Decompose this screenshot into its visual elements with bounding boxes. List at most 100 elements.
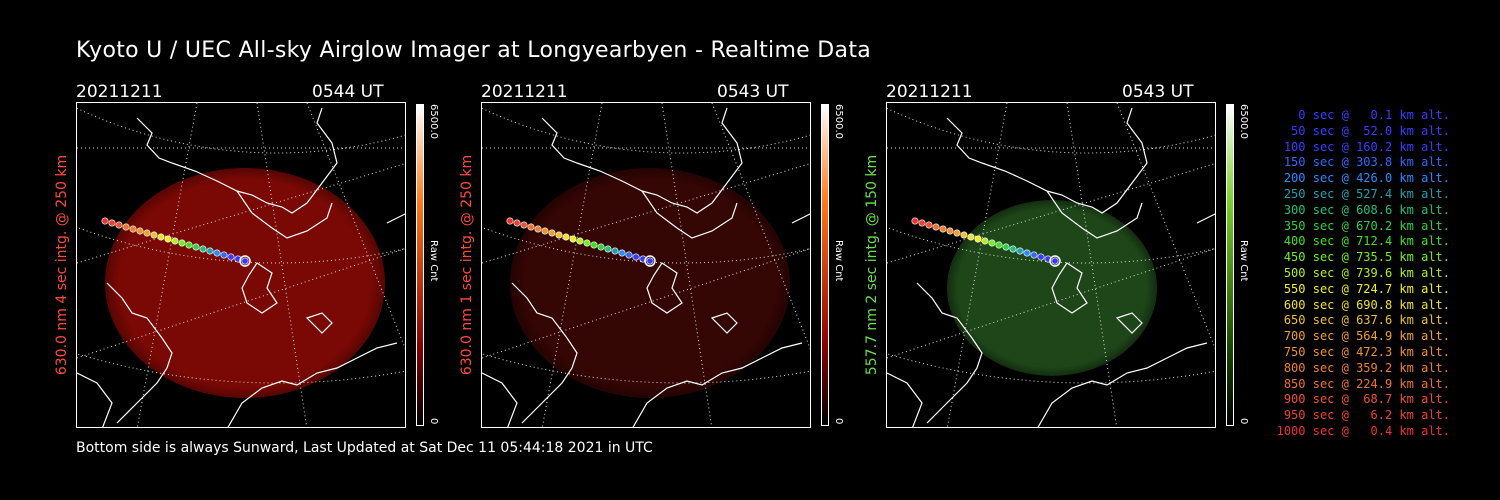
track-point bbox=[513, 219, 521, 227]
legend-entry: 250 sec @ 527.4 km alt. bbox=[1283, 186, 1450, 201]
observatory-marker bbox=[644, 255, 656, 267]
track-point bbox=[220, 251, 228, 259]
track-point bbox=[618, 249, 626, 257]
track-point bbox=[946, 227, 954, 235]
footer-note: Bottom side is always Sunward, Last Upda… bbox=[76, 440, 653, 456]
track-point bbox=[185, 241, 193, 249]
track-point bbox=[171, 237, 179, 245]
track-point bbox=[925, 221, 933, 229]
lat-lon-grid bbox=[887, 103, 1215, 427]
coastline bbox=[887, 107, 1215, 427]
panel-date: 20211211 bbox=[76, 82, 163, 102]
track-point bbox=[150, 231, 158, 239]
airglow-panel-2: 20211211 0543 UT 630.0 nm 1 sec intg. @ … bbox=[459, 80, 844, 440]
track-point bbox=[562, 233, 570, 241]
legend-entry: 900 sec @ 68.7 km alt. bbox=[1283, 392, 1450, 407]
airglow-panel-3: 20211211 0543 UT 557.7 nm 2 sec intg. @ … bbox=[864, 80, 1249, 440]
colorbar bbox=[821, 104, 829, 426]
track-point bbox=[583, 239, 591, 247]
legend-entry: 150 sec @ 303.8 km alt. bbox=[1283, 155, 1450, 170]
trajectory-legend: 0 sec @ 0.1 km alt. 50 sec @ 52.0 km alt.… bbox=[1250, 108, 1450, 440]
lat-lon-grid bbox=[482, 103, 810, 427]
track-point bbox=[604, 245, 612, 253]
legend-entry: 700 sec @ 564.9 km alt. bbox=[1283, 329, 1450, 344]
track-point bbox=[597, 243, 605, 251]
track-point bbox=[178, 239, 186, 247]
track-point bbox=[129, 225, 137, 233]
track-point bbox=[1016, 247, 1024, 255]
track-point bbox=[192, 243, 200, 251]
wavelength-label: 557.7 nm 2 sec intg. @ 150 km bbox=[864, 154, 880, 376]
track-point bbox=[918, 219, 926, 227]
observatory-marker bbox=[1049, 255, 1061, 267]
track-point bbox=[988, 239, 996, 247]
page-title: Kyoto U / UEC All-sky Airglow Imager at … bbox=[76, 38, 872, 63]
track-point bbox=[911, 217, 919, 225]
track-point bbox=[241, 257, 249, 265]
allsky-map bbox=[886, 102, 1216, 428]
track-point bbox=[590, 241, 598, 249]
track-point bbox=[960, 231, 968, 239]
panel-date: 20211211 bbox=[481, 82, 568, 102]
track-point bbox=[939, 225, 947, 233]
track-point bbox=[1037, 253, 1045, 261]
track-point bbox=[164, 235, 172, 243]
track-point bbox=[143, 229, 151, 237]
track-point bbox=[1030, 251, 1038, 259]
track-point bbox=[953, 229, 961, 237]
panel-time: 0543 UT bbox=[717, 82, 789, 102]
track-point bbox=[995, 241, 1003, 249]
legend-entry: 550 sec @ 724.7 km alt. bbox=[1283, 281, 1450, 296]
legend-entry: 650 sec @ 637.6 km alt. bbox=[1283, 313, 1450, 328]
track-point bbox=[932, 223, 940, 231]
track-point bbox=[534, 225, 542, 233]
lat-lon-grid bbox=[77, 103, 405, 427]
track-point bbox=[548, 229, 556, 237]
wavelength-label: 630.0 nm 1 sec intg. @ 250 km bbox=[459, 154, 475, 376]
track-point bbox=[1009, 245, 1017, 253]
track-point bbox=[199, 245, 207, 253]
track-point bbox=[981, 237, 989, 245]
legend-entry: 500 sec @ 739.6 km alt. bbox=[1283, 265, 1450, 280]
colorbar-max: 6500.0 bbox=[428, 104, 439, 139]
track-point bbox=[157, 233, 165, 241]
track-point bbox=[646, 257, 654, 265]
colorbar-unit: Raw Cnt bbox=[428, 240, 439, 282]
track-point bbox=[213, 249, 221, 257]
track-point bbox=[506, 217, 514, 225]
legend-entry: 750 sec @ 472.3 km alt. bbox=[1283, 344, 1450, 359]
colorbar bbox=[416, 104, 424, 426]
legend-entry: 300 sec @ 608.6 km alt. bbox=[1283, 202, 1450, 217]
colorbar-unit: Raw Cnt bbox=[1238, 240, 1249, 282]
track-point bbox=[1051, 257, 1059, 265]
allsky-map bbox=[481, 102, 811, 428]
track-point bbox=[115, 221, 123, 229]
airglow-panel-1: 20211211 0544 UT 630.0 nm 4 sec intg. @ … bbox=[54, 80, 439, 440]
panel-date: 20211211 bbox=[886, 82, 973, 102]
track-point bbox=[967, 233, 975, 241]
colorbar-max: 6500.0 bbox=[833, 104, 844, 139]
colorbar bbox=[1226, 104, 1234, 426]
panel-time: 0543 UT bbox=[1122, 82, 1194, 102]
wavelength-label: 630.0 nm 4 sec intg. @ 250 km bbox=[54, 154, 70, 376]
track-point bbox=[632, 253, 640, 261]
track-point bbox=[625, 251, 633, 259]
track-point bbox=[520, 221, 528, 229]
track-point bbox=[555, 231, 563, 239]
track-point bbox=[974, 235, 982, 243]
legend-entry: 1000 sec @ 0.4 km alt. bbox=[1276, 423, 1450, 438]
legend-entry: 400 sec @ 712.4 km alt. bbox=[1283, 234, 1450, 249]
track-point bbox=[527, 223, 535, 231]
colorbar-unit: Raw Cnt bbox=[833, 240, 844, 282]
track-point bbox=[576, 237, 584, 245]
legend-entry: 100 sec @ 160.2 km alt. bbox=[1283, 139, 1450, 154]
legend-entry: 800 sec @ 359.2 km alt. bbox=[1283, 360, 1450, 375]
legend-entry: 950 sec @ 6.2 km alt. bbox=[1283, 408, 1450, 423]
panel-time: 0544 UT bbox=[312, 82, 384, 102]
legend-entry: 850 sec @ 224.9 km alt. bbox=[1283, 376, 1450, 391]
legend-entry: 0 sec @ 0.1 km alt. bbox=[1298, 108, 1450, 122]
colorbar-min: 0 bbox=[1238, 418, 1249, 425]
colorbar-min: 0 bbox=[428, 418, 439, 425]
track-point bbox=[227, 253, 235, 261]
legend-entry: 200 sec @ 426.0 km alt. bbox=[1283, 171, 1450, 186]
